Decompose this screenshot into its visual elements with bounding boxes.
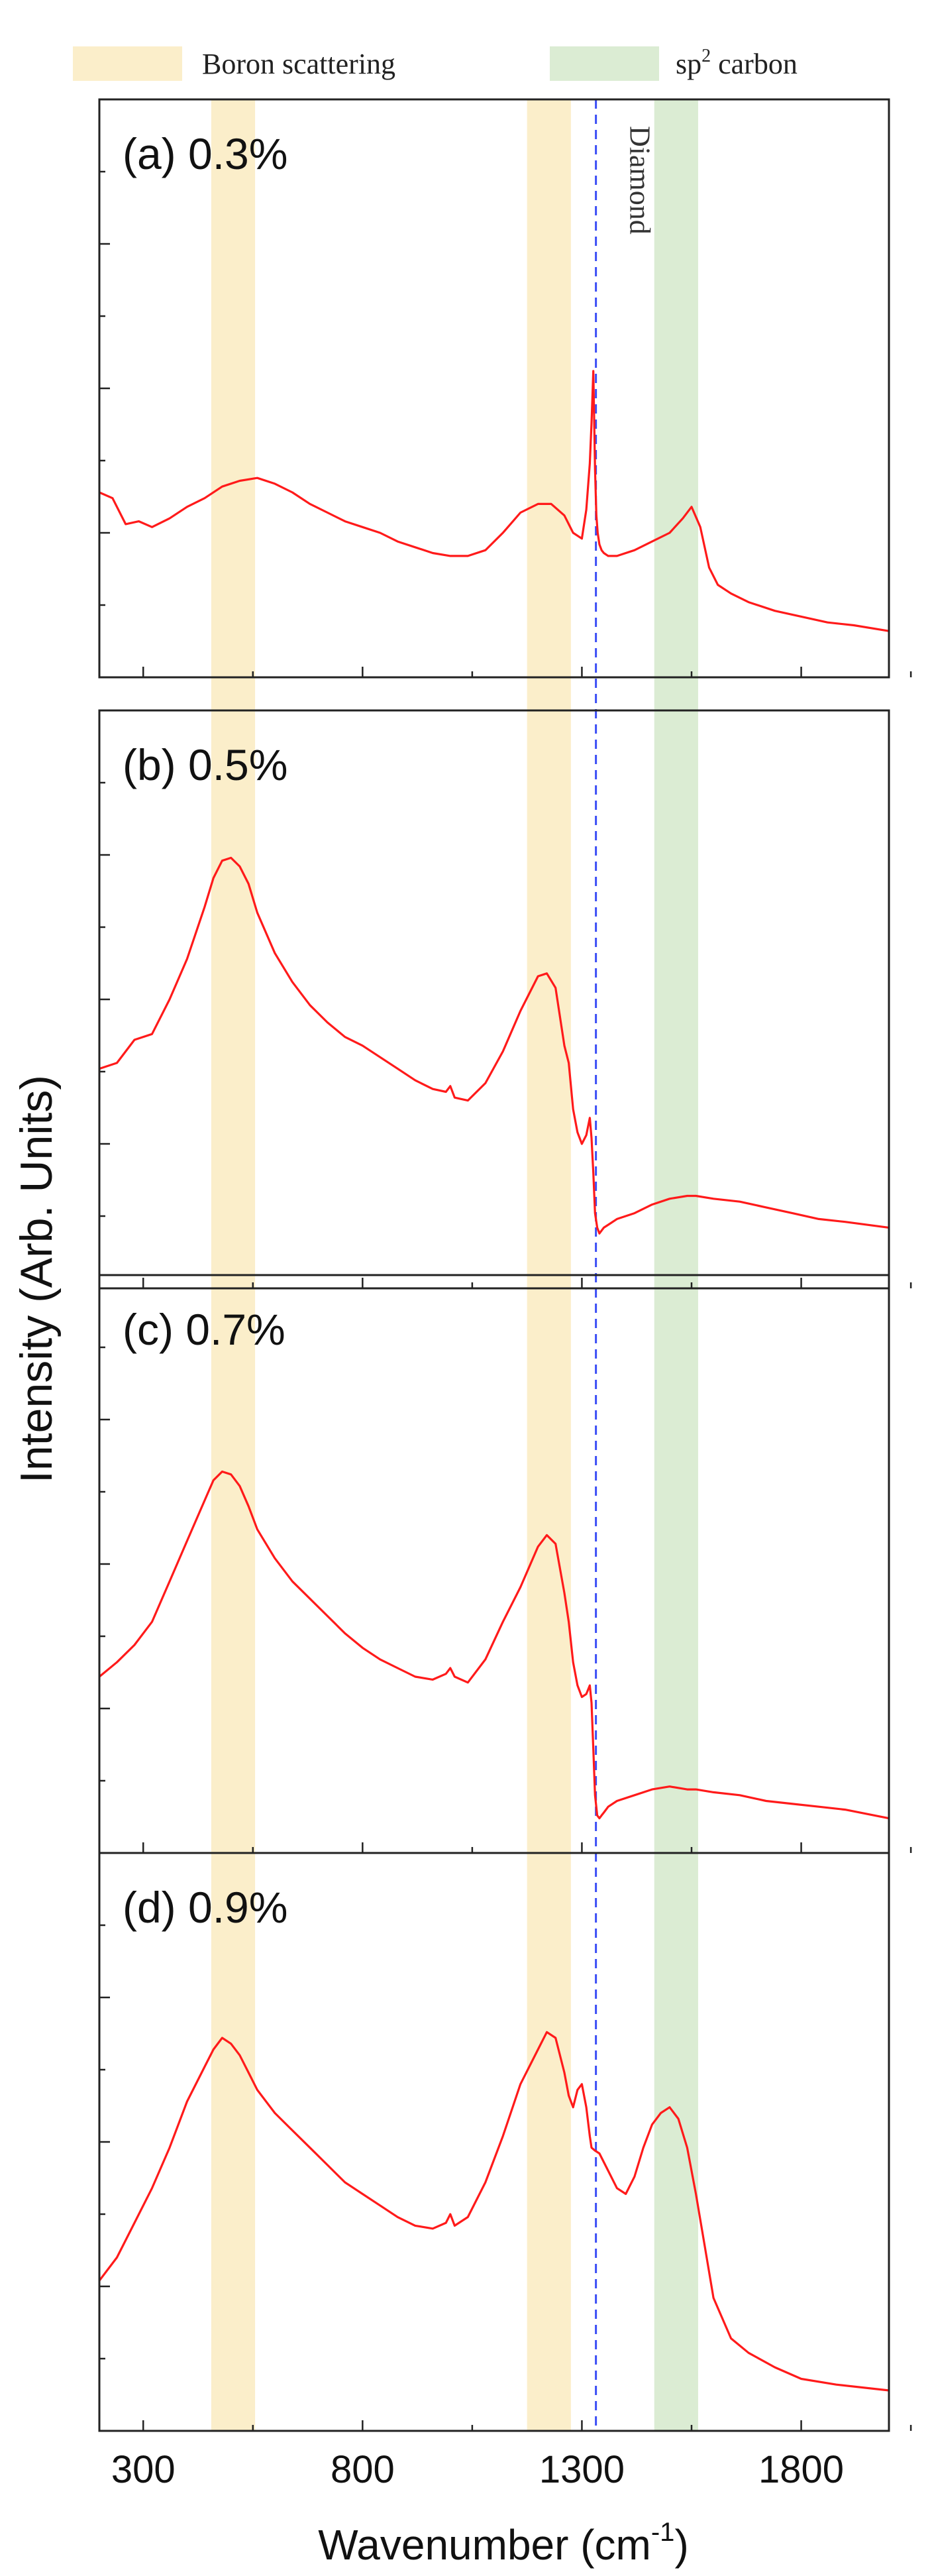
x-axis-label: Wavenumber (cm-1) [318, 2518, 689, 2569]
boron-band-0 [211, 99, 256, 2431]
legend-label-sp2-carbon: sp2 carbon [676, 46, 798, 80]
panel-label-3: (d) 0.9% [123, 1883, 287, 1932]
spectrum-line-1 [99, 856, 890, 1235]
legend-label-boron: Boron scattering [202, 48, 395, 80]
x-tick-label: 1800 [758, 2448, 844, 2491]
spectrum-line-3 [98, 2031, 890, 2392]
legend-swatch-sp2-carbon [550, 46, 659, 81]
bands-layer [211, 99, 698, 2431]
panel-frames: (a) 0.3% (b) 0.5% (c) 0.7% (d) 0.9% [98, 98, 912, 2432]
y-axis-label: Intensity (Arb. Units) [11, 1075, 62, 1483]
panel-label-2: (c) 0.7% [123, 1305, 285, 1354]
panel-label-0: (a) 0.3% [123, 129, 287, 178]
diamond-label: Diamond [624, 126, 656, 235]
sp2-carbon-band [654, 99, 698, 2431]
spectrum-line-0 [99, 370, 890, 632]
x-tick-labels: 300 800 1300 1800 [111, 2448, 844, 2491]
legend: Boron scattering sp2 carbon [73, 46, 798, 81]
x-tick-label: 800 [331, 2448, 395, 2491]
spectrum-line-2 [98, 1470, 890, 1820]
x-tick-label: 1300 [539, 2448, 625, 2491]
spectra-layer [98, 370, 890, 2392]
panel-label-1: (b) 0.5% [123, 740, 287, 789]
legend-swatch-boron [73, 46, 182, 81]
boron-band-1 [527, 99, 571, 2431]
x-tick-label: 300 [111, 2448, 176, 2491]
